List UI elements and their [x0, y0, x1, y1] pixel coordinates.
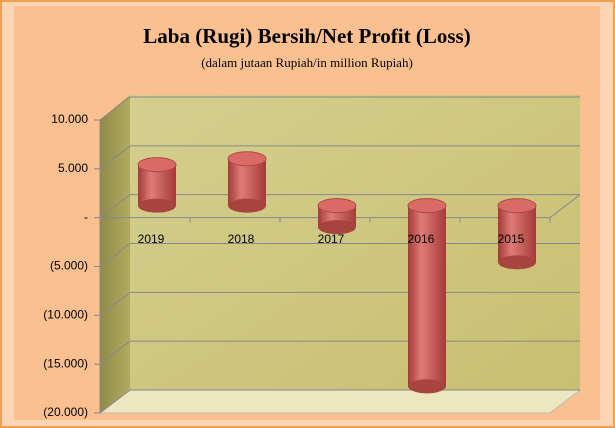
- bar-top: [227, 151, 267, 167]
- y-tick-label: 10.000: [51, 112, 88, 126]
- chart-subtitle: (dalam jutaan Rupiah/in million Rupiah): [201, 55, 413, 70]
- y-tick-label: (15.000): [43, 356, 88, 370]
- bar-top: [497, 198, 537, 214]
- bar-bottom: [318, 220, 356, 235]
- chart-title: Laba (Rugi) Bersih/Net Profit (Loss): [143, 24, 470, 48]
- bar: [408, 205, 446, 387]
- y-tick-label: (20.000): [43, 405, 88, 419]
- y-tick-label: (5.000): [50, 259, 88, 273]
- bar-bottom: [138, 198, 176, 213]
- grid-line: [99, 291, 131, 316]
- grid-line: [99, 194, 131, 219]
- bar: [228, 158, 266, 206]
- bar-bottom: [228, 198, 266, 213]
- y-tick-label: 5.000: [58, 161, 88, 175]
- side-wall: [100, 95, 130, 413]
- grid-line: [99, 145, 131, 170]
- x-tick-label: 2015: [498, 232, 525, 246]
- y-tick-label: -: [84, 210, 88, 224]
- bar-top: [407, 198, 447, 214]
- bar-bottom: [408, 379, 446, 394]
- grid-line: [99, 243, 131, 267]
- grid-line: [99, 389, 131, 414]
- x-tick-label: 2017: [318, 232, 345, 246]
- bar: [498, 205, 536, 263]
- y-tick-label: (10.000): [43, 308, 88, 322]
- x-tick-label: 2016: [408, 232, 435, 246]
- x-tick-label: 2018: [228, 232, 255, 246]
- x-axis: [549, 194, 581, 219]
- grid-line: [99, 340, 131, 365]
- bar-top: [317, 198, 357, 214]
- floor: [98, 389, 582, 414]
- x-tick-label: 2019: [138, 232, 165, 246]
- bar-top: [137, 157, 177, 173]
- grid-line: [99, 96, 131, 121]
- bar-bottom: [498, 255, 536, 270]
